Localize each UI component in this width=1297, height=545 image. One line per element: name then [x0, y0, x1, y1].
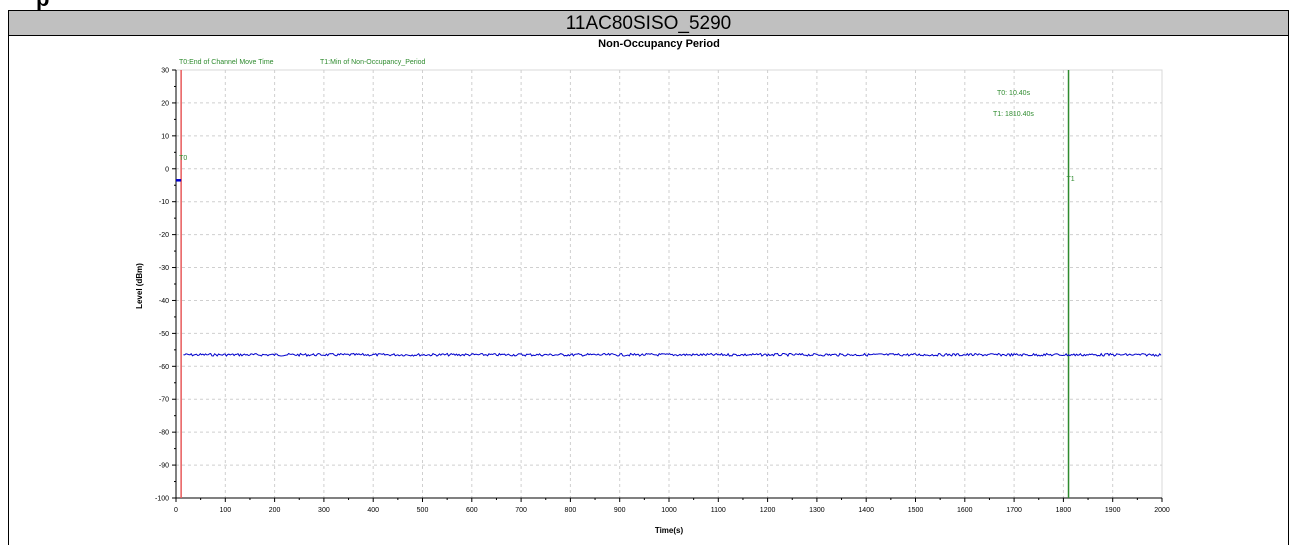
- t0-marker-label: T0: [179, 155, 187, 162]
- y-tick-label: 10: [161, 133, 169, 140]
- axis-layer: 0 100 200 300 400 500 600 700 800 900 1000 1100 1200…: [155, 68, 1170, 515]
- x-tick-label: 600: [466, 507, 478, 514]
- y-tick-label: 0: [165, 166, 169, 173]
- y-axis-label: Level (dBm): [135, 263, 144, 309]
- x-tick-label: 800: [565, 507, 577, 514]
- x-tick-label: 500: [417, 507, 429, 514]
- plot-area: [175, 69, 1163, 499]
- clipped-heading: p: [36, 0, 49, 10]
- series-layer: [176, 179, 1162, 358]
- timing-annotation: T1: 1810.40s: [993, 111, 1034, 118]
- x-tick-label: 1000: [661, 507, 677, 514]
- x-tick-label: 1100: [711, 507, 726, 514]
- legend-t1: T1:Min of Non-Occupancy_Period: [320, 59, 426, 66]
- x-tick-label: 1800: [1056, 507, 1072, 514]
- x-tick-label: 700: [515, 507, 527, 514]
- y-tick-label: -10: [159, 199, 169, 206]
- window-title: 11AC80SISO_5290: [9, 11, 1288, 36]
- timing-annotation: T0: 10.40s: [997, 90, 1031, 97]
- y-tick-label: -90: [159, 463, 169, 470]
- chart-title: Non-Occupancy Period: [598, 38, 720, 50]
- signal-noise-line: [183, 352, 1162, 358]
- x-tick-label: 100: [219, 507, 231, 514]
- y-tick-label: -20: [159, 232, 169, 239]
- x-tick-label: 1400: [858, 507, 874, 514]
- x-tick-label: 0: [174, 507, 178, 514]
- annotation-layer: T0: 10.40s T1: 1810.40s: [993, 90, 1034, 118]
- y-tick-label: -80: [159, 430, 169, 437]
- x-axis-label: Time(s): [655, 526, 684, 535]
- legend-t0: T0:End of Channel Move Time: [179, 59, 274, 66]
- x-tick-label: 1200: [760, 507, 776, 514]
- x-tick-label: 400: [367, 507, 379, 514]
- y-tick-label: 30: [161, 68, 169, 75]
- x-tick-label: 2000: [1154, 507, 1170, 514]
- y-tick-label: -70: [159, 397, 169, 404]
- x-tick-label: 1300: [809, 507, 825, 514]
- x-tick-label: 300: [318, 507, 330, 514]
- t1-marker-label: T1: [1067, 176, 1075, 183]
- x-tick-label: 1500: [908, 507, 924, 514]
- x-tick-label: 900: [614, 507, 626, 514]
- y-tick-label: -50: [159, 331, 169, 338]
- x-tick-label: 1700: [1006, 507, 1022, 514]
- grid-layer: [175, 69, 1163, 499]
- marker-layer: T0 T1: [179, 70, 1075, 498]
- y-tick-label: -100: [155, 496, 169, 503]
- top-strip: p: [0, 0, 1297, 10]
- y-tick-label: -60: [159, 364, 169, 371]
- y-tick-label: -40: [159, 298, 169, 305]
- x-tick-label: 1600: [957, 507, 973, 514]
- y-tick-label: -30: [159, 265, 169, 272]
- x-tick-label: 200: [269, 507, 281, 514]
- y-tick-label: 20: [161, 100, 169, 107]
- chart-frame: 11AC80SISO_5290: [8, 10, 1289, 545]
- x-tick-label: 1900: [1105, 507, 1121, 514]
